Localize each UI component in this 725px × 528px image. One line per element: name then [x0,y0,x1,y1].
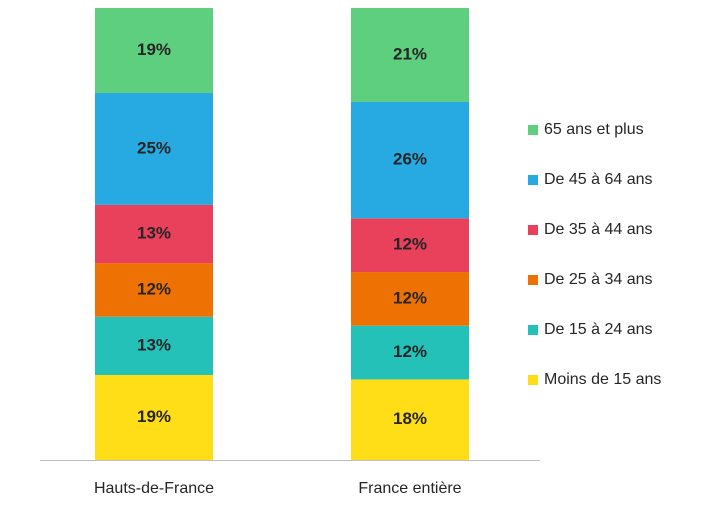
legend-label: 65 ans et plus [544,121,644,138]
bar-segment [351,8,469,102]
legend-label: De 45 à 64 ans [544,171,653,188]
value-label: 19% [137,40,171,59]
legend-label: Moins de 15 ans [544,371,661,388]
bar-segment [95,8,213,94]
bar-segment [95,204,213,264]
bar-segment [351,272,469,326]
legend-swatch [528,275,538,285]
value-label: 13% [137,223,171,242]
x-tick-label: Hauts-de-France [94,480,214,497]
legend-swatch [528,225,538,235]
value-label: 12% [393,235,427,254]
bar-segment [95,316,213,375]
legend-label: De 25 à 34 ans [544,271,653,288]
legend-swatch [528,325,538,335]
bar-segment [351,379,469,460]
x-tick-label: France entière [358,480,461,497]
legend-label: De 15 à 24 ans [544,321,653,338]
bar-segment [351,218,469,273]
value-label: 21% [393,44,427,63]
bar-segment [351,325,469,380]
bar-segment [95,374,213,460]
bar-segment [95,263,213,317]
legend-label: De 35 à 44 ans [544,221,653,238]
value-label: 12% [393,342,427,361]
legend-swatch [528,175,538,185]
value-label: 13% [137,335,171,354]
value-label: 12% [137,279,171,298]
bar-segment [351,101,469,219]
value-label: 25% [137,138,171,157]
value-label: 26% [393,150,427,169]
value-label: 18% [393,409,427,428]
value-label: 19% [137,407,171,426]
legend-swatch [528,375,538,385]
value-label: 12% [393,288,427,307]
bar-segment [95,93,213,205]
legend-swatch [528,125,538,135]
